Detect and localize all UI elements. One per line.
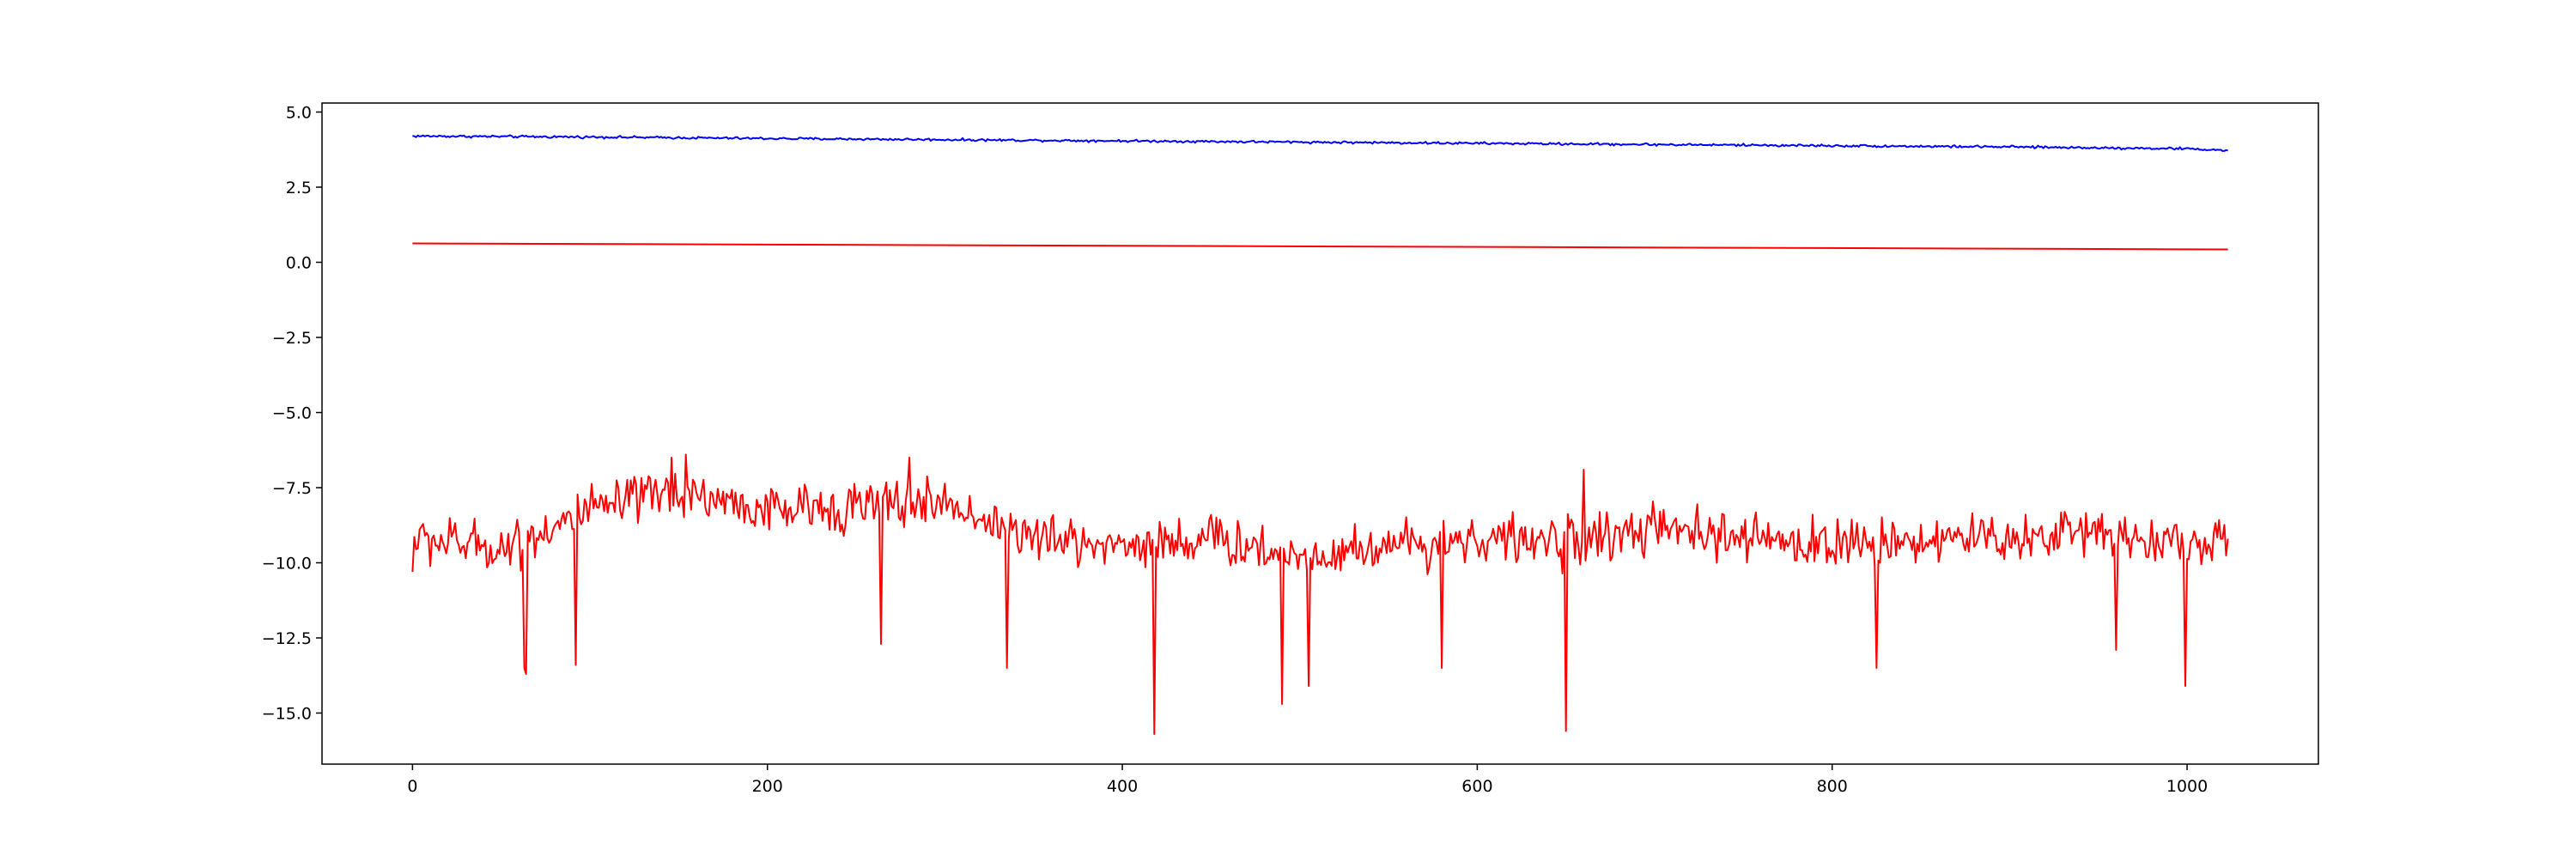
x-tick-label: 400: [1107, 777, 1138, 796]
x-tick-label: 0: [407, 777, 417, 796]
y-tick-label: −7.5: [272, 479, 312, 498]
series-line-3: [411, 453, 2229, 735]
x-tick-label: 800: [1817, 777, 1848, 796]
x-axis: 0 200 400 600 800 1000: [407, 764, 2208, 796]
plot-frame: [321, 102, 2319, 765]
x-tick-label: 200: [752, 777, 783, 796]
y-tick-label: −2.5: [272, 329, 312, 348]
x-tick-label: 600: [1461, 777, 1492, 796]
x-tick-label: 1000: [2166, 777, 2208, 796]
series-layer: [411, 134, 2229, 735]
y-tick-label: 0.0: [286, 254, 312, 273]
y-tick-label: −12.5: [262, 629, 312, 648]
y-tick-label: −15.0: [262, 705, 312, 724]
y-axis: 5.0 2.5 0.0 −2.5 −5.0 −7.5 −10.0 −12.5 −15.0: [262, 104, 322, 724]
y-tick-label: −5.0: [272, 404, 312, 423]
y-tick-label: −10.0: [262, 555, 312, 574]
y-tick-label: 5.0: [286, 104, 312, 123]
y-tick-label: 2.5: [286, 179, 312, 197]
series-line-2: [412, 242, 2228, 251]
series-line-1: [412, 134, 2228, 152]
